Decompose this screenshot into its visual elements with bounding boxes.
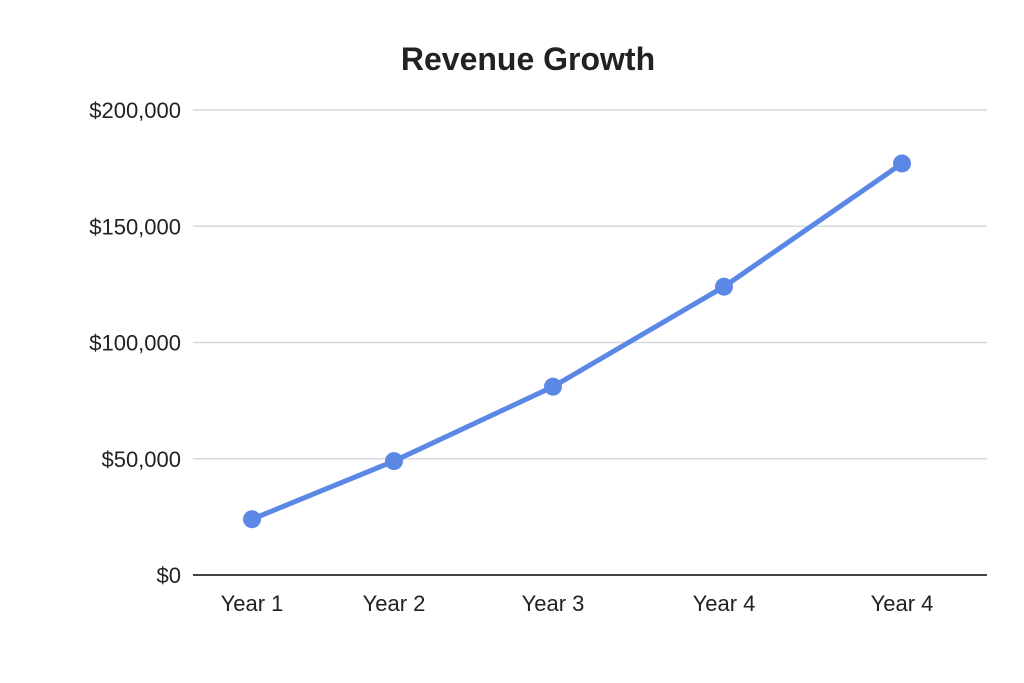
x-tick-label: Year 4 [871, 591, 934, 616]
y-tick-label: $50,000 [101, 447, 181, 472]
x-tick-label: Year 2 [363, 591, 426, 616]
x-tick-label: Year 1 [221, 591, 284, 616]
chart-title: Revenue Growth [401, 41, 655, 77]
data-point [893, 154, 911, 173]
data-point [385, 452, 403, 471]
data-point [243, 510, 261, 529]
data-point [544, 377, 562, 396]
y-tick-label: $100,000 [89, 331, 181, 356]
y-tick-label: $150,000 [89, 214, 181, 239]
x-tick-label: Year 3 [522, 591, 585, 616]
y-tick-label: $0 [157, 563, 181, 588]
x-tick-label: Year 4 [693, 591, 756, 616]
series-line [251, 161, 904, 522]
y-tick-label: $200,000 [89, 98, 181, 123]
data-point [715, 277, 733, 296]
